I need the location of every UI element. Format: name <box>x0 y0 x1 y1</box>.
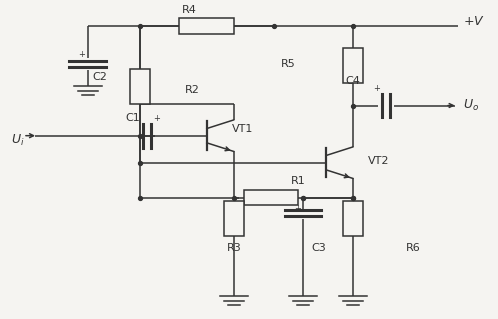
Text: R3: R3 <box>227 243 242 253</box>
Text: R5: R5 <box>281 59 296 69</box>
Bar <box>179 18 234 34</box>
Text: C2: C2 <box>93 72 108 82</box>
Text: R6: R6 <box>405 243 420 253</box>
Text: $U_o$: $U_o$ <box>463 98 479 113</box>
Text: +: + <box>373 84 380 93</box>
Text: $U_i$: $U_i$ <box>10 133 24 148</box>
Text: R4: R4 <box>182 5 197 15</box>
Text: +: + <box>153 114 159 123</box>
Bar <box>224 201 244 236</box>
Bar <box>244 190 298 205</box>
Bar <box>130 69 150 104</box>
Text: +: + <box>78 49 85 59</box>
Text: C1: C1 <box>125 113 139 123</box>
Bar <box>343 201 363 236</box>
Text: VT1: VT1 <box>232 124 253 134</box>
Text: C3: C3 <box>311 243 326 253</box>
Bar <box>343 48 363 83</box>
Text: R2: R2 <box>184 85 199 95</box>
Text: C4: C4 <box>346 77 361 86</box>
Text: R1: R1 <box>291 176 306 187</box>
Text: $+V$: $+V$ <box>463 15 484 28</box>
Text: +: + <box>294 204 301 213</box>
Text: VT2: VT2 <box>368 156 390 166</box>
